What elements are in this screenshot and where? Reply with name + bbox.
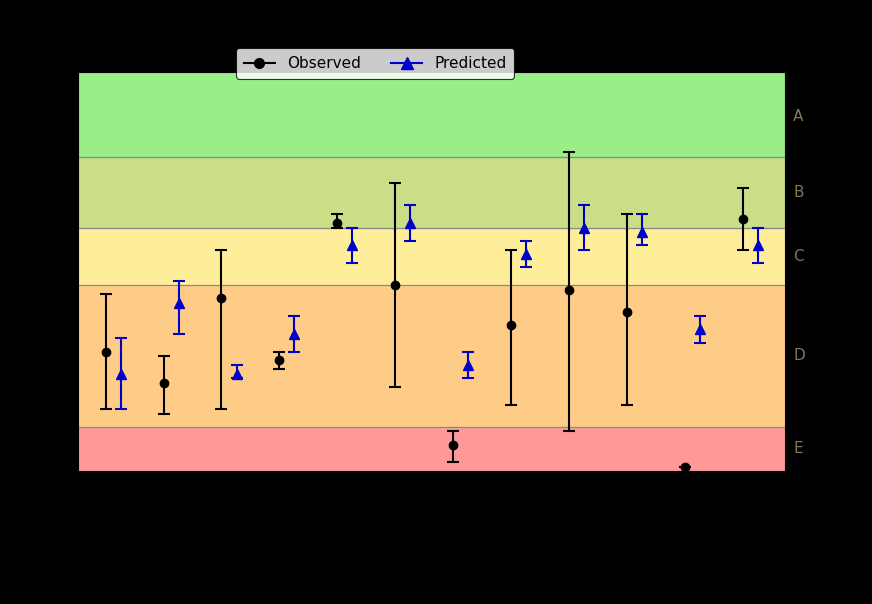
Bar (78, 228, 785, 285)
Text: E: E (794, 442, 803, 457)
Bar (78, 156, 785, 228)
X-axis label: Region, season & year: Region, season & year (338, 553, 525, 571)
Legend: Observed, Predicted: Observed, Predicted (236, 48, 514, 79)
Text: B: B (794, 185, 804, 199)
Text: A: A (794, 109, 804, 124)
Text: D: D (794, 349, 805, 364)
Bar (78, 427, 785, 471)
Text: C: C (794, 249, 804, 264)
Bar (78, 285, 785, 427)
Y-axis label: FCI Score: FCI Score (27, 233, 44, 310)
Bar (78, 72, 785, 156)
